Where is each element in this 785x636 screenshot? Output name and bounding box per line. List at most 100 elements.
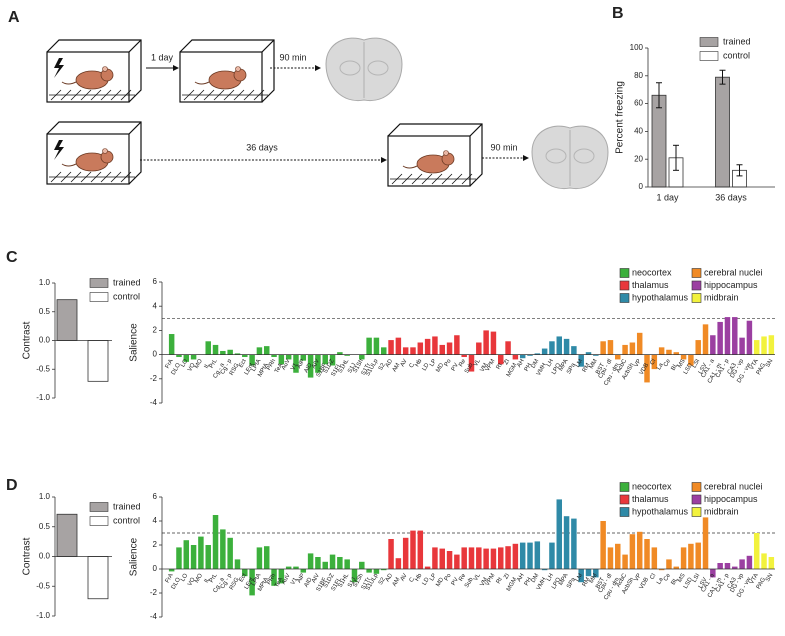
x-tick-label: AM [392, 362, 402, 373]
brain-section [325, 37, 403, 102]
bar [571, 518, 577, 569]
x-tick-label: S2 [378, 362, 387, 372]
bar [278, 569, 285, 584]
y-tick-label: 0.5 [39, 522, 51, 531]
legend-swatch [619, 268, 630, 278]
bar [454, 554, 460, 569]
legend-label: hypothalamus [632, 506, 689, 516]
x-tick-label: S1J [347, 362, 357, 374]
x-tick-label: MPA [558, 358, 569, 372]
x-tick-label: LD [422, 362, 431, 372]
bar [768, 557, 775, 569]
legend-label: hippocampus [704, 280, 758, 290]
legend-label: thalamus [632, 494, 669, 504]
y-axis-label: Contrast [22, 537, 33, 575]
bar [607, 547, 614, 569]
brain-section [531, 125, 609, 190]
bar [710, 335, 716, 355]
x-tick-label: Re [458, 358, 467, 368]
y-tick-label: 40 [634, 127, 643, 136]
bar [315, 354, 321, 373]
bar [600, 341, 606, 355]
bar [519, 542, 526, 569]
bar [585, 569, 592, 577]
y-tick-label: 6 [153, 492, 158, 501]
legend-label: trained [723, 36, 751, 46]
panel-letter: B [612, 5, 624, 22]
bar [293, 354, 299, 373]
bar [417, 342, 424, 355]
x-tick-label: VM [480, 362, 490, 373]
x-tick-label: SPa [566, 362, 577, 375]
bar [461, 354, 467, 358]
x-tick-label: AM [392, 577, 402, 588]
legend-label: control [723, 50, 750, 60]
bar [476, 342, 482, 355]
y-tick-label: -4 [150, 398, 158, 407]
bar [644, 354, 650, 383]
bar [629, 534, 636, 569]
x-tick-label: VO [187, 362, 197, 373]
x-tick-label: Rt [496, 577, 504, 585]
x-tick-label: LPO [551, 577, 562, 591]
x-tick-label: RSG [229, 577, 241, 592]
x-tick-label: RM [582, 362, 592, 373]
x-tick-label: C [409, 576, 417, 583]
y-tick-label: 0.5 [39, 307, 51, 316]
x-tick-label: AIV [311, 358, 321, 369]
y-axis-label: Salience [129, 323, 140, 362]
bar [724, 317, 731, 355]
y-tick-label: 4 [153, 516, 158, 525]
x-tick-label: LSV [698, 362, 709, 375]
bar [410, 530, 416, 569]
x-tick-label: PrL [209, 572, 219, 584]
bar [307, 553, 314, 569]
bar [329, 354, 336, 366]
bar [234, 559, 241, 569]
x-tick-label: Rt [496, 362, 504, 370]
bar [402, 347, 409, 355]
bar [263, 546, 270, 569]
x-tick-label: VDB [639, 362, 650, 376]
bar [739, 337, 745, 355]
bar [578, 569, 584, 583]
bar [724, 563, 731, 569]
x-tick-label: TeA [274, 362, 284, 374]
x-tick-label: AV [400, 358, 409, 368]
shock-icon [54, 140, 64, 160]
bar [198, 536, 204, 569]
bar [190, 545, 197, 569]
bar [549, 542, 555, 569]
bar [337, 352, 343, 355]
legend-swatch [619, 280, 630, 291]
bar [351, 569, 358, 583]
bar [651, 354, 658, 370]
y-tick-label: 1.0 [39, 278, 51, 287]
bar [373, 569, 380, 574]
x-tick-label: LSD [683, 362, 694, 376]
bar [212, 344, 219, 355]
x-tick-label: La [656, 576, 665, 585]
x-tick-label: FrA [165, 573, 175, 584]
bar [636, 332, 643, 355]
error-bar [673, 144, 679, 171]
bar [556, 336, 563, 355]
bar [285, 566, 292, 569]
x-tick-label: IL [204, 362, 212, 370]
x-tick-label: BST [595, 362, 606, 375]
y-tick-label: 20 [634, 154, 643, 163]
bar [256, 547, 263, 569]
bar [227, 537, 233, 569]
legend-label: cerebral nuclei [704, 481, 763, 491]
bar [454, 335, 460, 355]
x-tick-label: S2 [378, 576, 387, 586]
x-tick-label: LP [429, 358, 438, 367]
bar [271, 354, 277, 358]
bar [322, 561, 328, 569]
x-tick-label: S1J [347, 577, 357, 589]
x-tick-label: LD [422, 576, 431, 586]
bar [571, 346, 577, 355]
x-tick-label: LSD [683, 576, 694, 590]
bar [344, 354, 350, 356]
